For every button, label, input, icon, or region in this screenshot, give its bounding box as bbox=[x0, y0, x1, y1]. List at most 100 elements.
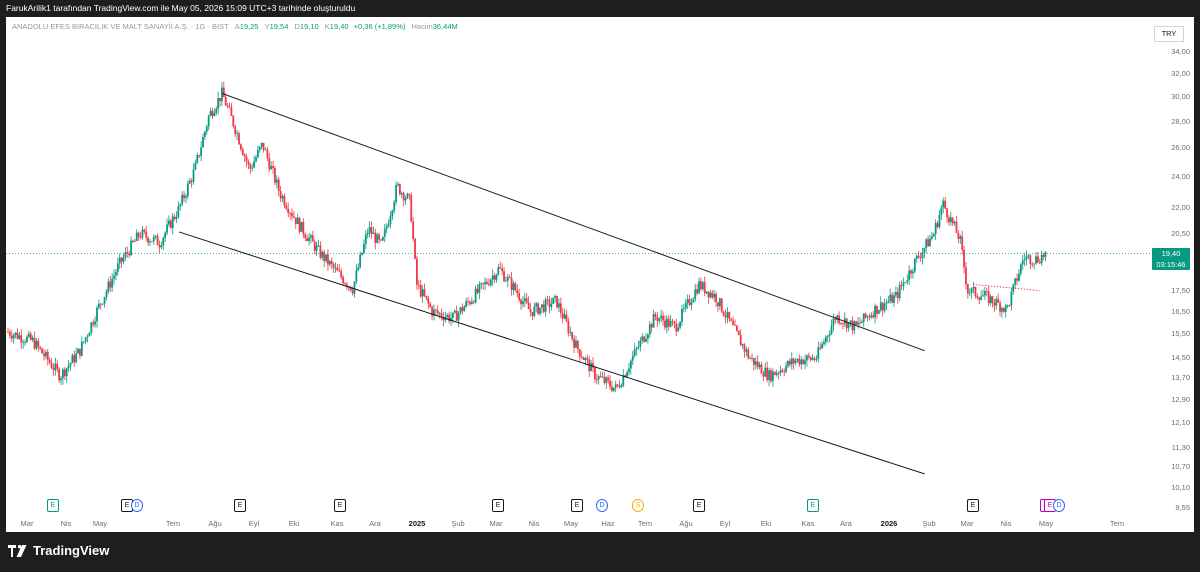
event-marker[interactable]: E bbox=[234, 499, 246, 512]
candle-body bbox=[306, 238, 309, 242]
candle bbox=[980, 290, 983, 301]
candle-body bbox=[194, 162, 197, 170]
event-marker[interactable]: D bbox=[131, 499, 143, 512]
candle-body bbox=[253, 161, 256, 168]
candle bbox=[143, 228, 146, 234]
candle-body bbox=[406, 193, 409, 199]
candle-body bbox=[283, 196, 286, 206]
candle bbox=[328, 259, 331, 267]
event-marker[interactable]: E bbox=[967, 499, 979, 512]
candle bbox=[294, 217, 297, 229]
candle bbox=[601, 371, 604, 378]
candle-body bbox=[152, 236, 155, 242]
candle bbox=[946, 208, 948, 223]
candle-body bbox=[919, 257, 922, 259]
candle-body bbox=[44, 351, 47, 357]
candle-body bbox=[798, 358, 801, 365]
candle bbox=[310, 233, 312, 244]
candle bbox=[241, 147, 244, 156]
candle bbox=[955, 216, 958, 234]
candle-body bbox=[887, 301, 890, 303]
candle bbox=[995, 296, 998, 310]
candle bbox=[484, 277, 486, 290]
candle bbox=[130, 236, 132, 257]
candle-body bbox=[107, 281, 110, 292]
candle bbox=[264, 147, 267, 151]
candle bbox=[573, 335, 575, 353]
candle bbox=[116, 257, 119, 276]
candle-body bbox=[1008, 305, 1011, 306]
candle bbox=[63, 367, 66, 380]
candle-body bbox=[684, 302, 687, 309]
candle bbox=[304, 232, 307, 242]
candle-body bbox=[277, 179, 280, 192]
candle-body bbox=[700, 281, 702, 290]
candle bbox=[1035, 252, 1037, 266]
candle bbox=[542, 300, 545, 314]
candle bbox=[682, 304, 685, 313]
event-marker[interactable]: E bbox=[693, 499, 705, 512]
candle-body bbox=[334, 267, 337, 269]
candle bbox=[807, 352, 810, 360]
candle-body bbox=[923, 248, 926, 253]
candle-body bbox=[662, 315, 664, 321]
candle bbox=[629, 359, 632, 375]
candle bbox=[832, 313, 835, 332]
candle bbox=[86, 334, 89, 343]
candle-body bbox=[675, 323, 678, 332]
event-marker[interactable]: E bbox=[807, 499, 819, 512]
currency-button[interactable]: TRY bbox=[1154, 26, 1184, 42]
candle-body bbox=[313, 241, 316, 251]
candle bbox=[957, 230, 960, 244]
candle bbox=[355, 264, 358, 285]
chart-area[interactable] bbox=[6, 17, 1194, 532]
candle bbox=[815, 355, 818, 362]
candle bbox=[876, 305, 878, 319]
event-marker[interactable]: E bbox=[492, 499, 504, 512]
event-marker[interactable]: E bbox=[121, 499, 133, 512]
event-marker[interactable]: E bbox=[334, 499, 346, 512]
candle-body bbox=[898, 285, 901, 298]
candle-body bbox=[664, 320, 666, 328]
candle bbox=[961, 230, 964, 255]
candle bbox=[60, 375, 62, 385]
candle bbox=[938, 209, 941, 230]
candle-body bbox=[12, 335, 15, 339]
candle-body bbox=[953, 221, 956, 224]
event-marker[interactable]: D bbox=[596, 499, 608, 512]
candle bbox=[798, 354, 801, 367]
candle-body bbox=[120, 257, 123, 262]
event-marker[interactable]: E bbox=[47, 499, 59, 512]
candle bbox=[571, 331, 574, 342]
candle bbox=[879, 296, 882, 313]
candle-body bbox=[760, 364, 763, 374]
event-marker[interactable]: S bbox=[632, 499, 644, 512]
candle-body bbox=[963, 249, 965, 268]
candle bbox=[554, 294, 557, 303]
candle-body bbox=[995, 298, 998, 306]
candle bbox=[948, 215, 950, 226]
candle-body bbox=[200, 147, 203, 156]
candle-body bbox=[190, 180, 193, 182]
candle-body bbox=[402, 193, 405, 201]
candle-body bbox=[336, 267, 339, 271]
tradingview-logo[interactable]: TradingView bbox=[8, 543, 109, 558]
candle-body bbox=[881, 302, 884, 311]
candle-body bbox=[885, 302, 888, 304]
candle bbox=[766, 361, 769, 383]
candle-body bbox=[296, 217, 299, 225]
candle bbox=[84, 336, 87, 344]
candle-body bbox=[196, 154, 199, 163]
candle-body bbox=[800, 359, 803, 365]
candle bbox=[349, 286, 352, 292]
candle-body bbox=[27, 333, 30, 337]
candle-body bbox=[624, 375, 627, 377]
candle bbox=[52, 363, 55, 376]
event-marker[interactable]: E bbox=[571, 499, 583, 512]
candle bbox=[1014, 278, 1017, 289]
candle-body bbox=[18, 335, 21, 339]
event-marker[interactable]: D bbox=[1053, 499, 1065, 512]
candle bbox=[866, 315, 869, 322]
time-tick-label: Tem bbox=[637, 519, 653, 528]
